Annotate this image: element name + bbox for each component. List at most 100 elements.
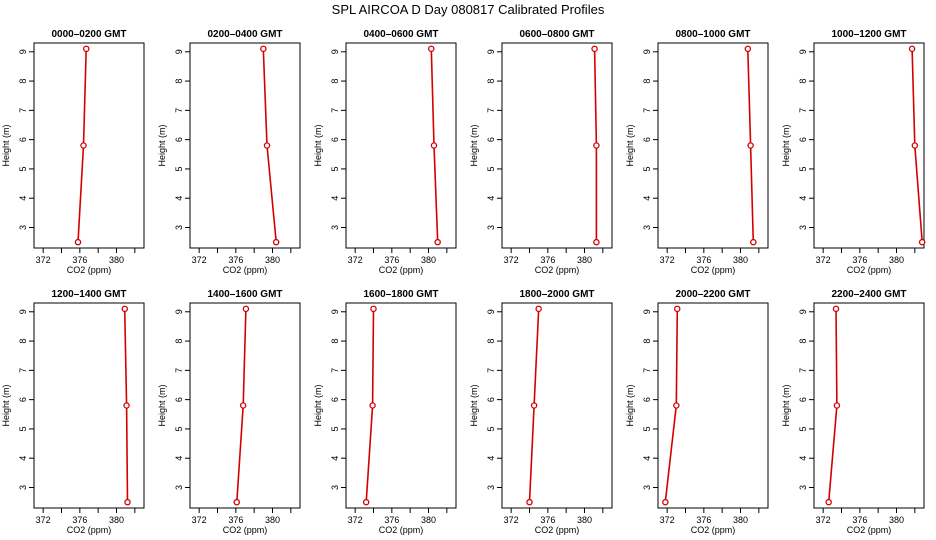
y-tick-label: 8: [798, 339, 808, 344]
y-axis-label: Height (m): [313, 124, 323, 166]
y-tick-label: 7: [798, 368, 808, 373]
panel-title: 2000–2200 GMT: [675, 289, 750, 300]
y-tick-label: 4: [798, 456, 808, 461]
profile-point: [362, 498, 370, 506]
y-tick-label: 9: [18, 49, 28, 54]
x-tick-label: 380: [265, 255, 280, 265]
profile-point: [911, 142, 919, 149]
y-tick-label: 7: [642, 108, 652, 113]
y-axis-label: Height (m): [1, 124, 11, 166]
profile-point: [591, 45, 598, 53]
x-tick-label: 372: [816, 255, 831, 265]
y-tick-label: 8: [174, 339, 184, 344]
profile-point: [74, 238, 82, 246]
y-tick-label: 7: [174, 108, 184, 113]
x-tick-label: 372: [660, 515, 675, 525]
y-tick-label: 7: [642, 368, 652, 373]
plot-frame: [813, 42, 925, 249]
y-tick-label: 9: [642, 309, 652, 314]
profile-point: [260, 45, 267, 53]
y-tick-label: 4: [330, 456, 340, 461]
plot-frame: [501, 302, 613, 509]
profile-point: [662, 498, 669, 506]
y-tick-label: 3: [486, 485, 496, 490]
y-axis-label: Height (m): [781, 124, 791, 166]
profile-point: [121, 305, 129, 313]
profile-point: [239, 402, 247, 409]
y-tick-label: 6: [18, 397, 28, 402]
y-tick-label: 6: [798, 397, 808, 402]
y-tick-label: 7: [18, 108, 28, 113]
y-tick-label: 7: [330, 108, 340, 113]
panel-title: 1400–1600 GMT: [207, 289, 282, 300]
x-tick-label: 380: [265, 515, 280, 525]
panel-title: 1000–1200 GMT: [831, 29, 906, 40]
x-tick-label: 372: [816, 515, 831, 525]
y-tick-label: 9: [642, 49, 652, 54]
y-axis-label: Height (m): [313, 384, 323, 426]
x-tick-label: 372: [192, 255, 207, 265]
y-tick-label: 6: [174, 397, 184, 402]
y-tick-label: 4: [486, 456, 496, 461]
y-tick-label: 4: [18, 456, 28, 461]
x-tick-label: 376: [696, 515, 711, 525]
x-tick-label: 380: [733, 255, 748, 265]
y-tick-label: 9: [486, 49, 496, 54]
y-tick-label: 8: [330, 339, 340, 344]
y-tick-label: 5: [642, 426, 652, 431]
x-axis-label: CO2 (ppm): [691, 525, 736, 535]
y-tick-label: 3: [798, 485, 808, 490]
y-tick-label: 8: [18, 339, 28, 344]
profile-point: [535, 305, 542, 313]
y-tick-label: 3: [330, 485, 340, 490]
y-axis-label: Height (m): [157, 124, 167, 166]
y-tick-label: 5: [18, 426, 28, 431]
y-tick-label: 7: [798, 108, 808, 113]
x-axis-label: CO2 (ppm): [67, 525, 112, 535]
y-tick-label: 7: [486, 368, 496, 373]
x-axis-label: CO2 (ppm): [67, 265, 112, 275]
y-axis-label: Height (m): [625, 384, 635, 426]
y-tick-label: 9: [174, 309, 184, 314]
y-axis-label: Height (m): [781, 384, 791, 426]
x-axis-label: CO2 (ppm): [379, 265, 424, 275]
profile-point: [744, 45, 752, 53]
y-tick-label: 5: [798, 426, 808, 431]
plot-frame: [345, 302, 457, 509]
x-tick-label: 376: [384, 255, 399, 265]
y-tick-label: 5: [486, 166, 496, 171]
y-tick-label: 8: [486, 339, 496, 344]
y-axis-label: Height (m): [469, 384, 479, 426]
profile-point: [123, 402, 130, 409]
profile-point: [747, 142, 754, 149]
y-tick-label: 9: [330, 49, 340, 54]
y-tick-label: 8: [18, 79, 28, 84]
x-tick-label: 376: [384, 515, 399, 525]
plot-frame: [657, 42, 769, 249]
y-tick-label: 5: [18, 166, 28, 171]
y-tick-label: 3: [18, 225, 28, 230]
profile-point: [593, 142, 600, 149]
plot-frame: [657, 302, 769, 509]
y-tick-label: 5: [330, 166, 340, 171]
profile-point: [530, 402, 538, 409]
y-tick-label: 4: [174, 456, 184, 461]
x-tick-label: 380: [577, 515, 592, 525]
profile-point: [674, 305, 681, 313]
y-tick-label: 4: [642, 196, 652, 201]
x-axis-label: CO2 (ppm): [535, 265, 580, 275]
y-tick-label: 9: [18, 309, 28, 314]
y-tick-label: 8: [798, 79, 808, 84]
y-tick-label: 9: [798, 49, 808, 54]
y-tick-label: 6: [798, 137, 808, 142]
plot-frame: [813, 302, 925, 509]
x-tick-label: 380: [577, 255, 592, 265]
